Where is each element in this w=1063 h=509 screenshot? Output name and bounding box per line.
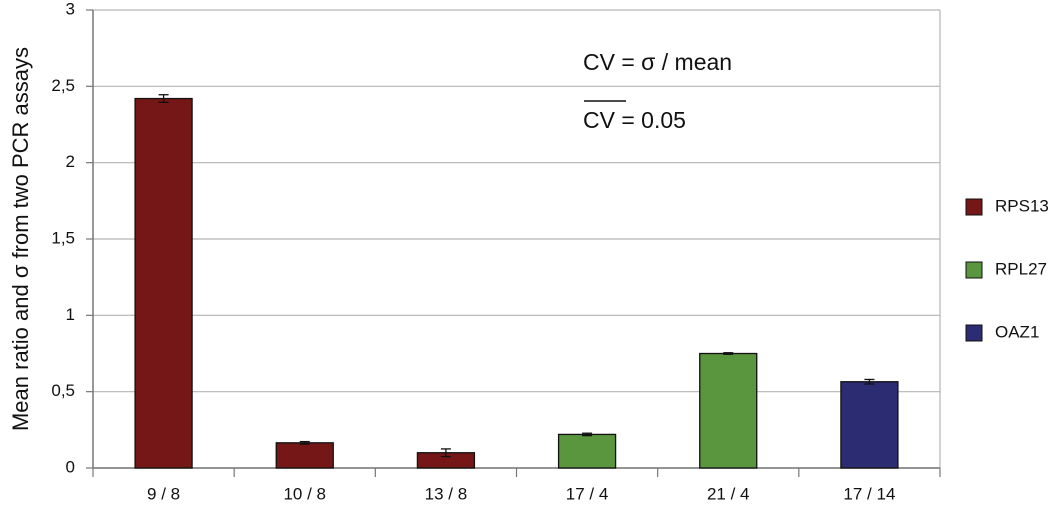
- y-tick-label: 3: [66, 0, 75, 18]
- annotation: CV = 0.05: [583, 107, 686, 133]
- x-tick-label: 21 / 4: [707, 484, 750, 503]
- y-tick-label: 2: [66, 152, 75, 171]
- legend-swatch: [965, 324, 983, 342]
- y-tick-label: 0: [66, 457, 75, 476]
- legend-swatch: [965, 198, 983, 216]
- bar: [134, 97, 193, 469]
- legend-label: OAZ1: [995, 322, 1039, 341]
- y-tick-label: 1,5: [51, 228, 75, 247]
- legend-swatch: [965, 261, 983, 279]
- bar: [557, 433, 617, 469]
- bar: [275, 442, 334, 469]
- legend-label: RPS13: [995, 196, 1049, 215]
- y-tick-label: 0,5: [51, 381, 75, 400]
- legend-label: RPL27: [995, 259, 1047, 278]
- annotation: CV = σ / mean: [583, 49, 732, 75]
- x-tick-label: 17 / 14: [843, 484, 895, 503]
- bar: [840, 381, 899, 469]
- x-tick-label: 13 / 8: [425, 484, 468, 503]
- x-tick-label: 17 / 4: [566, 484, 609, 503]
- y-tick-label: 2,5: [51, 76, 75, 95]
- y-axis-label: Mean ratio and σ from two PCR assays: [8, 47, 33, 431]
- y-tick-label: 1: [66, 305, 75, 324]
- bar: [699, 352, 758, 469]
- x-tick-label: 10 / 8: [283, 484, 326, 503]
- x-tick-label: 9 / 8: [147, 484, 180, 503]
